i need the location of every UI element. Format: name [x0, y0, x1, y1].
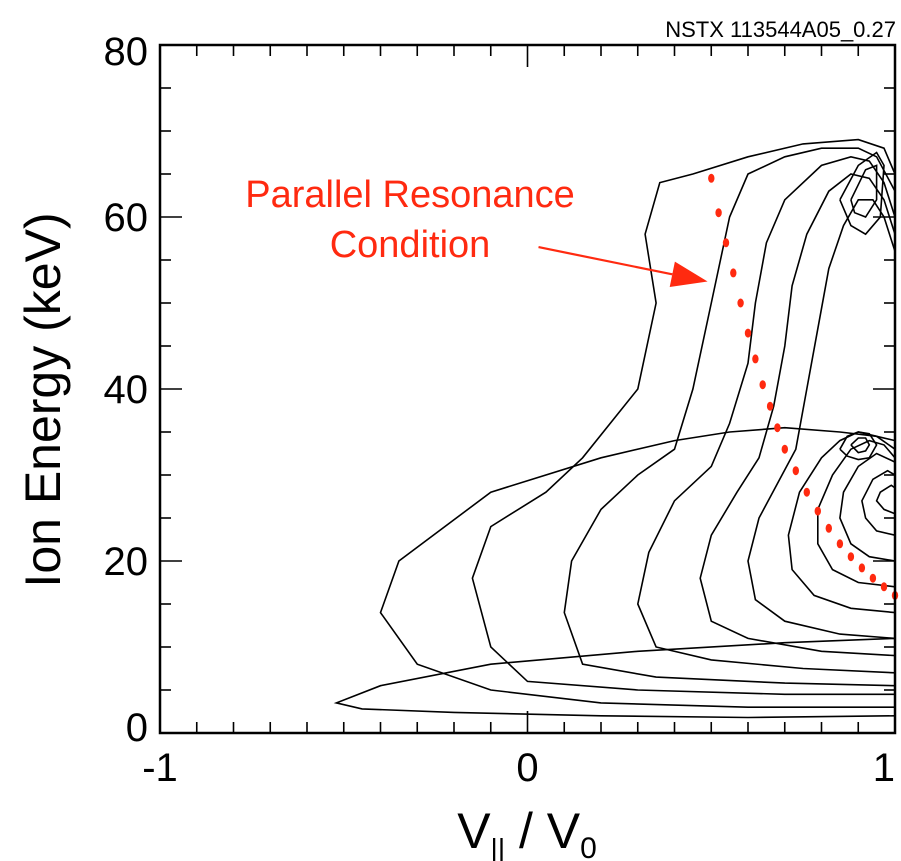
y-tick-label: 60	[104, 196, 149, 240]
axis-ticks	[159, 44, 896, 734]
annotation-arrow	[538, 246, 708, 288]
resonance-point	[880, 582, 888, 592]
contour-line-3	[471, 138, 896, 696]
run-label: NSTX 113544A05_0.27	[665, 17, 896, 42]
resonance-point	[752, 354, 759, 364]
resonance-point	[781, 444, 788, 454]
contour-line-1	[333, 637, 896, 719]
contour-line-11	[861, 469, 896, 536]
resonance-point	[722, 238, 730, 248]
annotation-arrow-head	[669, 261, 708, 288]
contour-line-2	[379, 426, 896, 709]
x-tick-label: 1	[873, 746, 895, 790]
resonance-point	[847, 552, 855, 562]
resonance-point	[825, 523, 832, 533]
x-tick-label: -1	[142, 746, 178, 790]
resonance-curve	[708, 173, 899, 600]
annotation-arrow-shaft	[538, 246, 673, 276]
contour-line-10	[839, 452, 896, 562]
y-tick-label: 40	[104, 368, 149, 412]
y-tick-label: 20	[104, 540, 149, 584]
resonance-point	[836, 539, 844, 549]
x-axis-title-sub1: ||	[491, 833, 506, 861]
resonance-point	[737, 298, 744, 308]
resonance-point	[715, 208, 722, 218]
contour-line-13	[839, 431, 878, 461]
x-axis-title-sub2: 0	[580, 832, 597, 861]
resonance-point	[792, 466, 799, 476]
contour-layer	[333, 138, 896, 719]
contour-line-5	[636, 155, 896, 674]
y-tick-label: 80	[104, 30, 149, 74]
contour-line-4	[563, 147, 896, 687]
contour-line-14	[850, 437, 871, 454]
x-tick-label: 0	[516, 746, 538, 790]
resonance-point	[730, 268, 737, 278]
resonance-point	[744, 328, 752, 338]
resonance-point	[803, 487, 810, 497]
resonance-point	[766, 401, 774, 411]
resonance-point	[759, 380, 766, 390]
resonance-point	[869, 573, 877, 583]
contour-line-16	[850, 164, 878, 218]
contour-line-7	[747, 199, 896, 640]
contour-line-15	[839, 151, 885, 236]
resonance-point	[858, 563, 866, 573]
annotation-line-2: Condition	[330, 224, 491, 266]
resonance-point	[708, 173, 715, 183]
contour-line-12	[875, 484, 896, 515]
x-axis-title-v: V	[457, 803, 491, 859]
contour-line-6	[699, 173, 896, 657]
annotation-line-1: Parallel Resonance	[245, 174, 575, 216]
x-axis-title: V|| / V0	[457, 803, 597, 861]
resonance-point	[814, 506, 821, 516]
resonance-point	[774, 423, 781, 433]
x-axis-title-mid: / V	[505, 803, 581, 859]
y-axis-title: Ion Energy (keV)	[15, 212, 71, 587]
contour-line-9	[816, 439, 896, 588]
y-tick-label: 0	[126, 706, 148, 750]
